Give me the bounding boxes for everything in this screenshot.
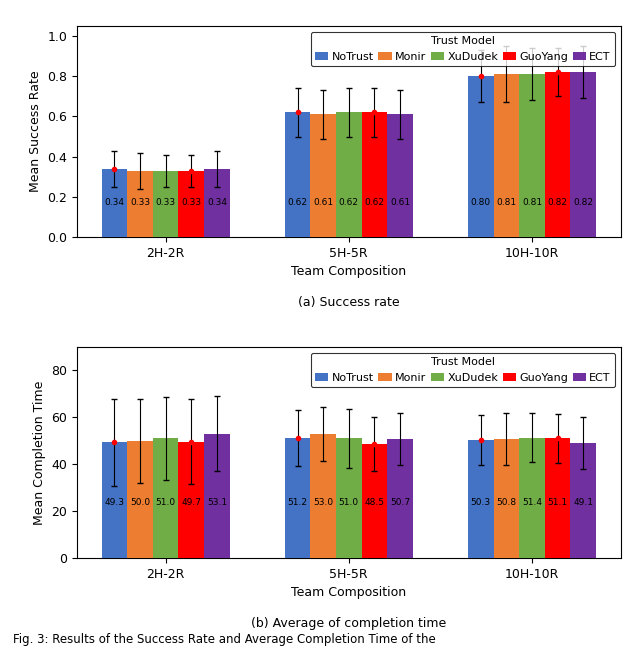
Bar	[127, 441, 153, 558]
Text: 0.80: 0.80	[470, 198, 491, 207]
Bar	[387, 114, 413, 237]
Text: 50.8: 50.8	[496, 498, 516, 506]
Bar	[102, 169, 127, 237]
Text: 0.33: 0.33	[130, 198, 150, 207]
Text: 0.34: 0.34	[207, 198, 227, 207]
Bar	[362, 112, 387, 237]
Bar	[285, 438, 310, 558]
Bar	[179, 441, 204, 558]
Text: 51.0: 51.0	[339, 498, 359, 506]
X-axis label: Team Composition: Team Composition	[291, 587, 406, 600]
Bar	[336, 112, 362, 237]
Text: 49.7: 49.7	[181, 498, 201, 506]
Text: 51.1: 51.1	[548, 498, 568, 506]
Bar	[519, 437, 545, 558]
Bar	[102, 443, 127, 558]
Legend: NoTrust, Monir, XuDudek, GuoYang, ECT: NoTrust, Monir, XuDudek, GuoYang, ECT	[310, 32, 615, 66]
Text: 53.0: 53.0	[313, 498, 333, 506]
Bar	[545, 438, 570, 558]
Text: 50.7: 50.7	[390, 498, 410, 506]
Legend: NoTrust, Monir, XuDudek, GuoYang, ECT: NoTrust, Monir, XuDudek, GuoYang, ECT	[310, 352, 615, 387]
Text: 48.5: 48.5	[364, 498, 385, 506]
Bar	[153, 439, 179, 558]
Text: 0.82: 0.82	[548, 198, 568, 207]
Text: 0.33: 0.33	[181, 198, 202, 207]
Text: 0.61: 0.61	[313, 198, 333, 207]
Bar	[127, 171, 153, 237]
Bar	[493, 439, 519, 558]
Text: 49.1: 49.1	[573, 498, 593, 506]
Bar	[336, 439, 362, 558]
Bar	[387, 439, 413, 558]
Text: 50.0: 50.0	[130, 498, 150, 506]
Bar	[285, 112, 310, 237]
X-axis label: Team Composition: Team Composition	[291, 265, 406, 278]
Bar	[310, 114, 336, 237]
Bar	[153, 171, 179, 237]
Bar	[519, 74, 545, 237]
Text: 51.0: 51.0	[156, 498, 176, 506]
Text: (b) Average of completion time: (b) Average of completion time	[251, 617, 447, 630]
Bar	[545, 72, 570, 237]
Text: 0.33: 0.33	[156, 198, 176, 207]
Bar	[310, 434, 336, 558]
Text: 0.82: 0.82	[573, 198, 593, 207]
Text: (a) Success rate: (a) Success rate	[298, 297, 399, 310]
Text: 0.81: 0.81	[522, 198, 542, 207]
Text: 0.62: 0.62	[287, 198, 307, 207]
Text: 51.4: 51.4	[522, 498, 542, 506]
Bar	[362, 445, 387, 558]
Bar	[204, 434, 230, 558]
Bar	[570, 443, 596, 558]
Y-axis label: Mean Completion Time: Mean Completion Time	[33, 380, 45, 525]
Text: Fig. 3: Results of the Success Rate and Average Completion Time of the: Fig. 3: Results of the Success Rate and …	[13, 633, 436, 646]
Bar	[468, 440, 493, 558]
Text: 49.3: 49.3	[104, 498, 124, 506]
Bar	[204, 169, 230, 237]
Text: 0.34: 0.34	[104, 198, 124, 207]
Text: 0.61: 0.61	[390, 198, 410, 207]
Bar	[493, 74, 519, 237]
Text: 50.3: 50.3	[470, 498, 491, 506]
Bar	[179, 171, 204, 237]
Y-axis label: Mean Success Rate: Mean Success Rate	[29, 71, 42, 192]
Text: 51.2: 51.2	[287, 498, 307, 506]
Bar	[468, 76, 493, 237]
Text: 0.62: 0.62	[339, 198, 359, 207]
Text: 53.1: 53.1	[207, 498, 227, 506]
Bar	[570, 72, 596, 237]
Text: 0.62: 0.62	[364, 198, 385, 207]
Text: 0.81: 0.81	[496, 198, 516, 207]
